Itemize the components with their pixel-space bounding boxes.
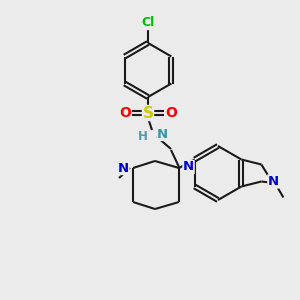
Text: Cl: Cl bbox=[141, 16, 154, 29]
Text: H: H bbox=[138, 130, 148, 143]
Text: S: S bbox=[142, 106, 154, 121]
Text: N: N bbox=[183, 160, 194, 173]
Text: O: O bbox=[119, 106, 131, 120]
Text: N: N bbox=[157, 128, 168, 140]
Text: N: N bbox=[118, 161, 129, 175]
Text: N: N bbox=[268, 175, 279, 188]
Text: O: O bbox=[165, 106, 177, 120]
